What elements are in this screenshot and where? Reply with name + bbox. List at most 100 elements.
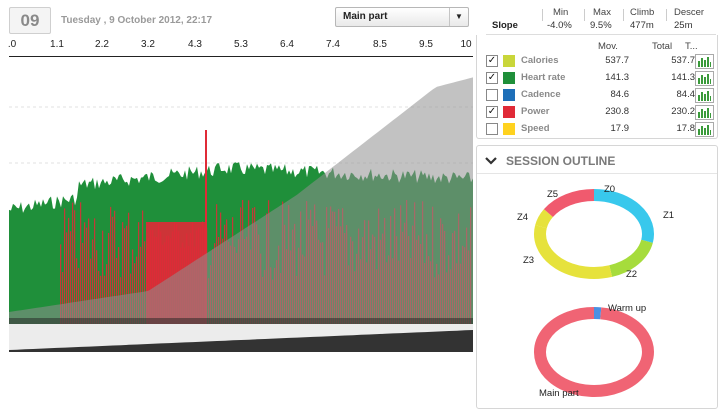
day-badge: 09 bbox=[9, 7, 51, 34]
axis-tick: 3.2 bbox=[141, 39, 155, 50]
metric-row-power[interactable]: ✓ Power 230.8 230.2 bbox=[477, 105, 717, 122]
bar-chart-icon[interactable] bbox=[695, 71, 714, 86]
power-bar bbox=[94, 218, 96, 324]
checkbox[interactable]: ✓ bbox=[486, 106, 498, 118]
zone-label: Z0 bbox=[604, 184, 616, 195]
parts-donut-chart[interactable] bbox=[529, 306, 659, 398]
divider bbox=[486, 34, 716, 35]
color-swatch bbox=[503, 106, 515, 118]
metric-moving: 17.9 bbox=[610, 123, 630, 134]
power-bar bbox=[60, 244, 62, 324]
zone-label: Z2 bbox=[626, 269, 638, 280]
metric-total: 84.4 bbox=[676, 89, 696, 100]
power-bar bbox=[78, 268, 80, 324]
workout-chart[interactable] bbox=[0, 60, 476, 355]
slope-label: Slope bbox=[492, 20, 518, 31]
divider bbox=[584, 9, 585, 21]
metric-total: 537.7 bbox=[671, 55, 695, 66]
power-bar bbox=[128, 212, 130, 324]
power-bar bbox=[64, 208, 66, 324]
metric-row-heart-rate[interactable]: ✓ Heart rate 141.3 141.3 bbox=[477, 71, 717, 88]
power-bar bbox=[68, 217, 70, 324]
power-bar bbox=[114, 210, 116, 324]
bar-chart-icon[interactable] bbox=[695, 105, 714, 120]
metric-name: Heart rate bbox=[521, 72, 566, 83]
power-spike bbox=[205, 130, 207, 324]
power-bar bbox=[110, 206, 112, 324]
checkbox[interactable] bbox=[486, 123, 498, 135]
slope-descent: 25m bbox=[674, 20, 693, 31]
header-max: Max bbox=[593, 7, 611, 18]
slope-max: 9.5% bbox=[590, 20, 612, 31]
metric-name: Cadence bbox=[521, 89, 561, 100]
segment-select-value: Main part bbox=[343, 11, 388, 22]
zone-label: Z3 bbox=[523, 255, 535, 266]
power-bar bbox=[92, 239, 94, 324]
slope-climb: 477m bbox=[630, 20, 654, 31]
header-moving: Mov. bbox=[598, 41, 618, 52]
power-bar bbox=[144, 241, 146, 324]
bar-chart-icon[interactable] bbox=[695, 88, 714, 103]
bar-chart-icon[interactable] bbox=[695, 122, 714, 137]
power-bar bbox=[132, 249, 134, 324]
power-bar bbox=[62, 272, 64, 324]
overview-elevation bbox=[9, 330, 473, 352]
header-trend: T... bbox=[685, 41, 698, 52]
zone-label: Z1 bbox=[663, 210, 675, 221]
slope-min: -4.0% bbox=[547, 20, 572, 31]
metrics-panel: Mov. Total T... ✓ Calories 537.7 537.7 ✓… bbox=[476, 35, 718, 139]
power-bar bbox=[66, 232, 68, 324]
divider bbox=[477, 173, 717, 174]
metric-total: 17.8 bbox=[676, 123, 696, 134]
zone-label: Z5 bbox=[547, 189, 559, 200]
divider bbox=[666, 9, 667, 21]
chevron-down-icon[interactable] bbox=[485, 156, 497, 166]
segment-select[interactable]: Main part ▼ bbox=[335, 7, 469, 27]
axis-tick: 1.1 bbox=[50, 39, 64, 50]
donut-segment bbox=[593, 189, 654, 243]
metric-row-calories[interactable]: ✓ Calories 537.7 537.7 bbox=[477, 54, 717, 71]
color-swatch bbox=[503, 55, 515, 67]
power-bar bbox=[88, 218, 90, 324]
header-min: Min bbox=[553, 7, 569, 18]
power-bar bbox=[74, 210, 76, 324]
power-bar bbox=[70, 231, 72, 324]
axis-tick: 7.4 bbox=[326, 39, 340, 50]
header-descent: Descer bbox=[674, 7, 705, 18]
axis-tick: .0 bbox=[7, 39, 17, 50]
power-bar bbox=[82, 242, 84, 324]
power-bar bbox=[76, 258, 78, 324]
donut-segment bbox=[543, 189, 595, 218]
power-bar bbox=[98, 270, 100, 324]
bar-chart-icon[interactable] bbox=[695, 54, 714, 69]
distance-axis: .0 1.1 2.2 3.2 4.3 5.3 6.4 7.4 8.5 9.5 1… bbox=[0, 38, 478, 60]
axis-tick: 9.5 bbox=[419, 39, 433, 50]
power-bar bbox=[106, 264, 108, 324]
power-bar bbox=[72, 202, 74, 324]
donut-segment bbox=[534, 225, 613, 279]
metric-moving: 537.7 bbox=[605, 55, 629, 66]
power-bar bbox=[136, 256, 138, 324]
zones-donut-chart[interactable] bbox=[529, 188, 659, 280]
session-date: Tuesday , 9 October 2012, 22:17 bbox=[61, 15, 213, 26]
axis-tick: 2.2 bbox=[95, 39, 109, 50]
checkbox[interactable]: ✓ bbox=[486, 55, 498, 67]
power-bar bbox=[122, 222, 124, 324]
divider bbox=[623, 9, 624, 21]
power-bar bbox=[118, 247, 120, 324]
checkbox[interactable] bbox=[486, 89, 498, 101]
metric-row-speed[interactable]: Speed 17.9 17.8 bbox=[477, 122, 717, 139]
metric-total: 230.2 bbox=[671, 106, 695, 117]
metric-name: Power bbox=[521, 106, 550, 117]
metric-row-cadence[interactable]: Cadence 84.6 84.4 bbox=[477, 88, 717, 105]
chevron-down-icon[interactable]: ▼ bbox=[449, 8, 468, 26]
part-label: Main part bbox=[539, 388, 579, 399]
axis-tick: 10 bbox=[460, 39, 472, 50]
session-outline-panel: SESSION OUTLINE Z0 Z1 Z2 Z3 Z4 Z5 Warm u… bbox=[476, 145, 718, 409]
session-outline-title: SESSION OUTLINE bbox=[506, 154, 616, 168]
axis-line bbox=[9, 56, 473, 57]
part-label: Warm up bbox=[608, 303, 647, 314]
checkbox[interactable]: ✓ bbox=[486, 72, 498, 84]
donut-segment bbox=[609, 239, 653, 277]
color-swatch bbox=[503, 123, 515, 135]
